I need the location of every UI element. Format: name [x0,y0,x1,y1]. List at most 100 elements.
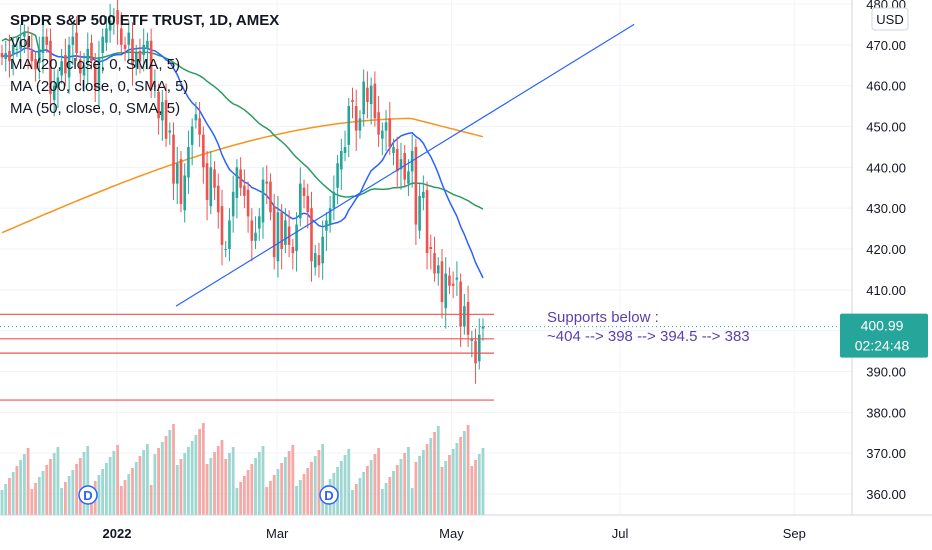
volume-bar [354,484,358,515]
support-note-title: Supports below : [547,309,659,326]
trendline [0,23,852,328]
volume-bar [272,475,276,515]
candle-body [198,118,201,135]
candle-body [310,208,313,262]
currency-badge[interactable] [871,7,909,31]
candle-body [8,50,11,62]
ma200-path [1,117,484,234]
price-axis[interactable]: 480.00470.00460.00450.00440.00430.00420.… [840,0,932,550]
volume-bar [34,483,37,515]
candle-body [101,36,104,53]
volume-bar [78,458,82,515]
last-price-badge[interactable] [840,313,928,358]
volume-bar [407,447,410,515]
volume-bar [123,480,127,515]
price-tick-label: 360.00 [866,487,906,502]
volume-bar [239,482,243,515]
volume-bar [11,472,15,515]
earnings-marker[interactable]: D [319,485,339,505]
volume-bar [86,446,90,515]
volume-bar [403,453,407,515]
candle-body [298,183,302,219]
volume-bar [373,454,377,515]
volume-bar [377,448,380,515]
volume-bar [119,486,123,515]
volume-bar [392,471,395,515]
candle-body [11,44,15,56]
candle-body [175,163,179,184]
volume-bar [71,470,75,515]
candle-body [433,253,436,274]
ma200-line [1,117,484,234]
volume-bar [63,482,67,515]
candle-body [108,20,112,31]
volume-bar [157,448,161,515]
candle-body [265,181,269,184]
volume-bar [22,454,26,515]
legend-volume[interactable]: Vol [10,34,31,51]
candle-body [340,151,343,170]
volume-bar [224,459,228,515]
price-tick-label: 390.00 [866,365,906,380]
candle-body [313,253,317,268]
candle-body [153,85,157,87]
symbol-title[interactable]: SPDR S&P 500 ETF TRUST, 1D, AMEX [10,12,280,29]
candle-body [142,44,145,56]
volume-bar [108,457,112,515]
earnings-marker[interactable]: D [78,485,98,505]
candle-body [224,249,228,250]
candle-body [287,226,291,245]
volume-bar [183,453,187,515]
support-lines [0,313,494,401]
last-price-value: 400.99 [861,318,904,334]
candle-body [194,114,198,121]
volume-bar [105,463,108,515]
price-tick-label: 430.00 [866,201,906,216]
volume-bar [112,451,116,515]
candle-body [45,36,49,45]
time-tick-label: May [439,526,464,541]
legend-ma200[interactable]: MA (200, close, 0, SMA, 5) [10,78,189,95]
candle-body [187,146,190,178]
chart-legend: SPDR S&P 500 ETF TRUST, 1D, AMEX Vol MA … [10,10,279,120]
candle-body [213,169,216,188]
volume-bar [444,461,448,515]
candle-body [422,191,425,198]
candle-body [26,38,30,49]
volume-bars [0,423,485,515]
legend-ma20[interactable]: MA (20, close, 0, SMA, 5) [10,56,181,73]
volume-bar [276,469,280,515]
volume-bar [246,470,250,515]
candle-body [93,65,97,90]
volume-bar [358,478,362,515]
legend-ma50[interactable]: MA (50, close, 0, SMA, 5) [10,100,181,117]
marker-circle [319,485,339,505]
candle-body [381,130,384,139]
volume-bar [220,440,224,515]
time-axis[interactable]: 2022 Mar May Jul Sep [0,514,932,550]
candle-body [403,153,406,180]
volume-bar [421,450,425,515]
volume-bar [459,437,463,515]
volume-bar [209,458,213,515]
candle-body [0,53,4,58]
marker-label: D [83,488,92,503]
candle-body [302,187,306,196]
volume-bar [362,472,366,515]
volume-bar [451,449,455,515]
candle-body [82,65,86,76]
trendline-path[interactable] [175,23,635,307]
volume-bar [242,476,246,515]
marker-label: D [324,488,333,503]
candle-body [228,220,231,249]
candle-body [146,40,149,49]
candle-body [216,185,220,213]
volume-bar [142,450,146,515]
volume-bar [462,431,466,515]
volume-bar [146,444,149,515]
candle-body [168,130,172,133]
volume-bar [291,445,295,515]
volume-bar [477,454,481,515]
